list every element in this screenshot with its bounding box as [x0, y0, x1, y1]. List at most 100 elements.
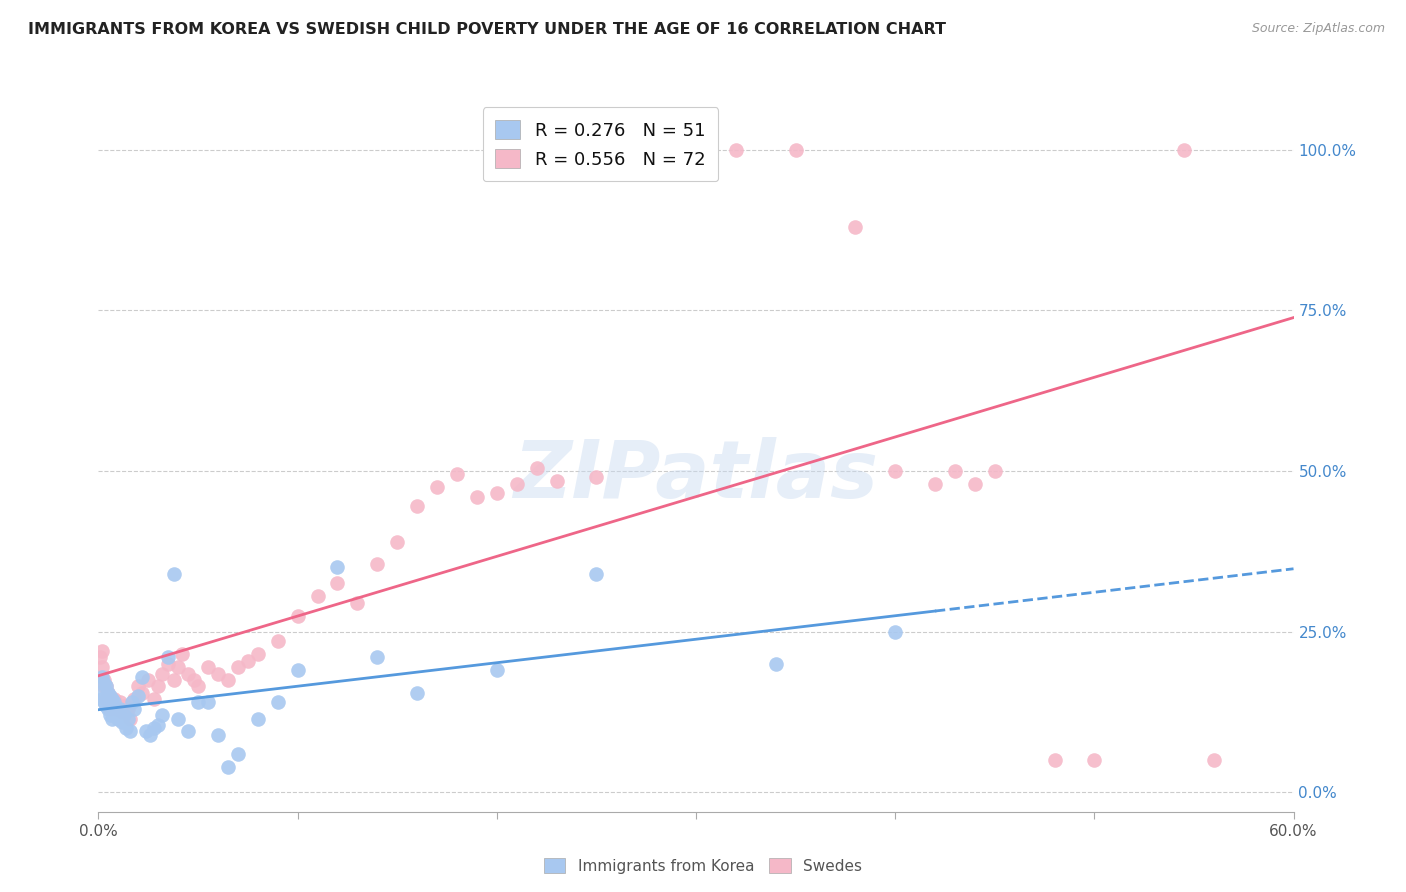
Point [426, 480, 449, 494]
Point [485, 663, 508, 677]
Point [124, 702, 146, 716]
Point [105, 702, 128, 716]
Point [150, 666, 173, 681]
Point [110, 695, 132, 709]
Point [226, 660, 249, 674]
Point [98, 708, 122, 723]
Point [139, 728, 162, 742]
Point [267, 634, 290, 648]
Point [187, 695, 209, 709]
Point [96, 692, 118, 706]
Point [110, 702, 132, 716]
Point [93, 676, 115, 690]
Point [127, 689, 149, 703]
Point [101, 711, 124, 725]
Point [526, 460, 548, 475]
Point [167, 660, 190, 674]
Point [101, 692, 124, 706]
Point [98, 692, 122, 706]
Point [98, 689, 122, 703]
Point [148, 679, 170, 693]
Point [115, 702, 138, 716]
Point [136, 673, 159, 687]
Point [645, 143, 668, 157]
Point [585, 566, 607, 581]
Point [685, 143, 707, 157]
Point [89, 686, 111, 700]
Legend: Immigrants from Korea, Swedes: Immigrants from Korea, Swedes [538, 852, 868, 880]
Point [117, 702, 139, 716]
Point [346, 596, 368, 610]
Point [406, 686, 429, 700]
Point [546, 474, 568, 488]
Point [97, 702, 120, 716]
Point [93, 695, 115, 709]
Point [124, 692, 146, 706]
Point [97, 686, 120, 700]
Point [148, 718, 170, 732]
Point [307, 590, 329, 604]
Point [120, 711, 142, 725]
Point [226, 747, 249, 761]
Point [326, 560, 349, 574]
Point [107, 698, 129, 713]
Point [884, 624, 907, 639]
Point [485, 486, 508, 500]
Point [963, 476, 986, 491]
Point [177, 724, 200, 739]
Point [197, 660, 219, 674]
Legend: R = 0.276   N = 51, R = 0.556   N = 72: R = 0.276 N = 51, R = 0.556 N = 72 [482, 107, 718, 181]
Point [207, 728, 229, 742]
Point [724, 143, 747, 157]
Point [1202, 753, 1225, 767]
Point [163, 566, 186, 581]
Point [143, 692, 166, 706]
Point [163, 673, 186, 687]
Point [172, 647, 194, 661]
Point [111, 714, 134, 729]
Point [115, 721, 138, 735]
Point [183, 673, 205, 687]
Point [131, 670, 153, 684]
Point [506, 476, 529, 491]
Point [236, 654, 259, 668]
Point [465, 490, 488, 504]
Point [984, 464, 1007, 478]
Point [187, 679, 209, 693]
Point [89, 650, 111, 665]
Point [924, 476, 946, 491]
Point [91, 644, 114, 658]
Point [103, 695, 125, 709]
Point [103, 692, 125, 706]
Point [167, 711, 190, 725]
Point [246, 647, 269, 661]
Point [150, 708, 173, 723]
Point [287, 663, 309, 677]
Point [366, 558, 388, 572]
Point [366, 650, 388, 665]
Point [246, 711, 269, 725]
Point [96, 679, 118, 693]
Point [91, 692, 114, 706]
Point [93, 679, 115, 693]
Point [107, 711, 129, 725]
Point [120, 724, 142, 739]
Point [107, 708, 129, 723]
Point [884, 464, 907, 478]
Point [385, 534, 409, 549]
Point [96, 679, 118, 693]
Point [89, 673, 111, 687]
Point [91, 670, 114, 684]
Point [446, 467, 468, 482]
Point [785, 143, 807, 157]
Point [97, 686, 120, 700]
Point [98, 702, 122, 716]
Point [765, 657, 787, 671]
Point [157, 650, 180, 665]
Point [101, 698, 124, 713]
Point [143, 721, 166, 735]
Point [96, 698, 118, 713]
Point [406, 500, 429, 514]
Point [197, 695, 219, 709]
Point [97, 695, 120, 709]
